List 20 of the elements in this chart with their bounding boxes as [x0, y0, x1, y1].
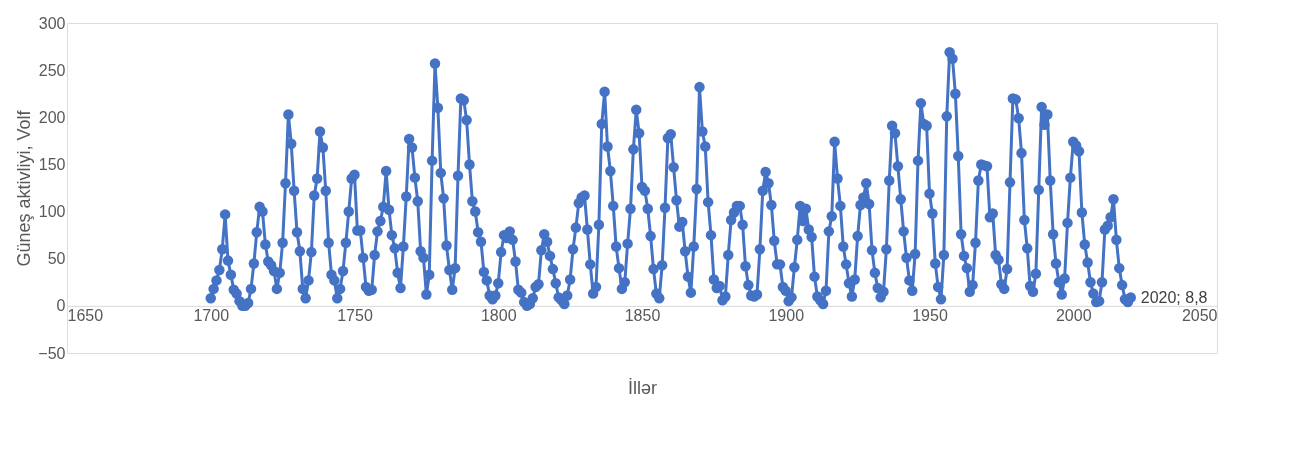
x-tick-label: 1950: [912, 307, 948, 325]
y-tick-label: 200: [38, 108, 66, 126]
x-axis-title: İllər: [627, 377, 658, 398]
x-tick-label: 1650: [67, 307, 104, 325]
y-tick-label: 150: [38, 155, 66, 173]
x-tick-label: 2050: [1181, 307, 1218, 325]
x-tick-label: 1750: [337, 307, 373, 325]
y-tick-label: 250: [38, 61, 66, 79]
annotation: 2020; 8,8: [1140, 288, 1208, 306]
y-tick-label: 300: [38, 14, 66, 32]
y-tick-label: 100: [38, 203, 66, 221]
x-tick-label: 2000: [1055, 307, 1092, 325]
x-tick-label: 1800: [480, 307, 517, 325]
x-tick-label: 1900: [768, 307, 805, 325]
y-tick-label: 50: [47, 250, 66, 268]
y-tick-label: 0: [56, 297, 66, 315]
y-tick-label: −50: [38, 344, 66, 362]
x-tick-label: 1700: [193, 307, 230, 325]
y-axis-title: Güneş aktivliyi, Volf: [14, 109, 35, 267]
x-tick-label: 1850: [624, 307, 661, 325]
